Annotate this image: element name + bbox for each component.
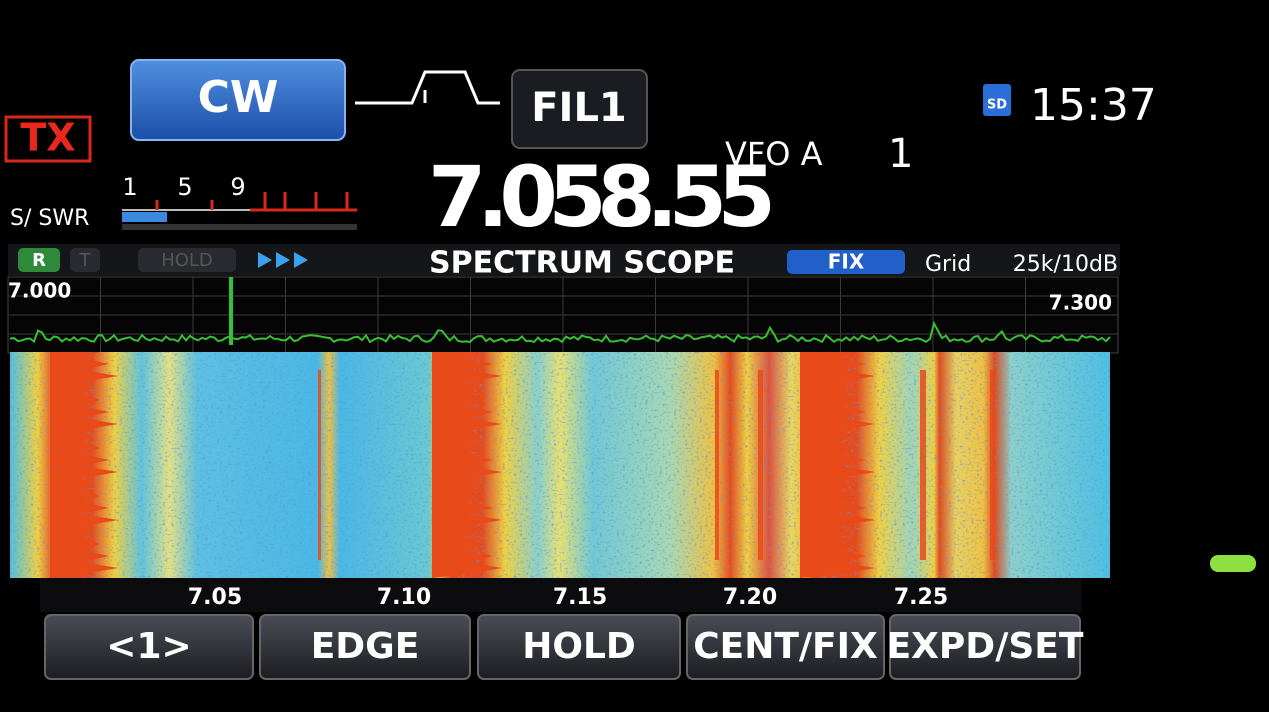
meter-scale: 1 <box>122 173 137 201</box>
axis-label: 7.15 <box>553 585 607 610</box>
memory-label: 1 <box>888 131 913 177</box>
frequency: 7.058.55 <box>428 148 776 246</box>
status-r-label: R <box>32 250 46 271</box>
power-led <box>1210 555 1256 572</box>
waterfall-noise <box>10 352 1110 578</box>
radio-screen: TX CW FIL1 VFO A 1 SD 15:37 S/ SWR 1 5 9… <box>0 0 1269 712</box>
soft-key-label: EXPD/SET <box>887 626 1084 667</box>
sd-label: SD <box>987 98 1007 113</box>
clock: 15:37 <box>1030 80 1157 131</box>
soft-key-label: HOLD <box>522 626 636 667</box>
scope-title: SPECTRUM SCOPE <box>429 246 735 281</box>
status-t-label: T <box>79 250 92 271</box>
signal-trace <box>758 370 763 560</box>
signal-trace <box>715 370 719 560</box>
meter-label: S/ SWR <box>10 206 89 231</box>
scope-end: 7.300 <box>1049 291 1112 315</box>
mode-label: CW <box>198 72 279 123</box>
grid-label: Grid <box>925 252 971 277</box>
axis-label: 7.05 <box>188 585 242 610</box>
soft-key-label: <1> <box>106 626 191 667</box>
soft-key-label: CENT/FIX <box>693 626 878 667</box>
signal-trace <box>990 370 995 560</box>
filter-label: FIL1 <box>531 85 627 131</box>
span-label: 25k/10dB <box>1013 252 1118 277</box>
axis-label: 7.25 <box>894 585 948 610</box>
scope-start: 7.000 <box>8 279 71 303</box>
signal-trace <box>318 370 321 560</box>
meter-scale: 5 <box>177 173 192 201</box>
signal-trace <box>920 370 926 560</box>
axis-label: 7.10 <box>377 585 431 610</box>
status-hold-label: HOLD <box>161 250 213 271</box>
tx-label: TX <box>20 116 75 160</box>
meter-scale: 9 <box>230 173 245 201</box>
axis-label: 7.20 <box>723 585 777 610</box>
soft-key-label: EDGE <box>311 626 420 667</box>
fix-label: FIX <box>828 250 865 274</box>
